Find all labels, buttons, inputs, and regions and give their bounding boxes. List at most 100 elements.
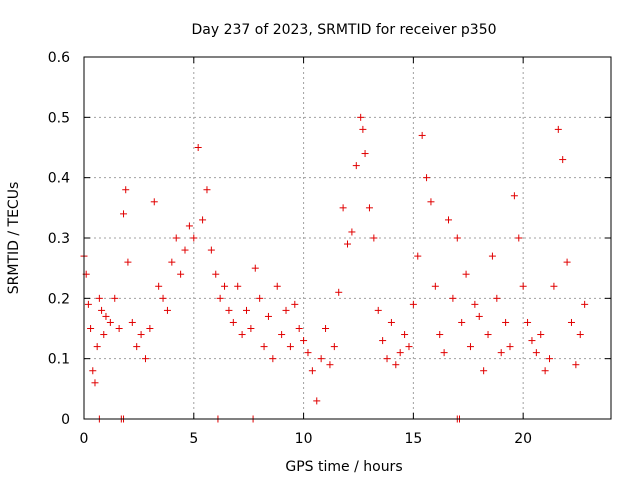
data-point <box>485 331 492 338</box>
x-tick-label: 0 <box>80 431 89 447</box>
y-tick-label: 0.6 <box>48 50 70 66</box>
axis-ticks: 0 5 10 15 20 0 0.1 0.2 0.3 0.4 0.5 0.6 <box>48 50 611 447</box>
data-point <box>384 355 391 362</box>
y-tick-label: 0.3 <box>48 231 70 247</box>
y-axis-title: SRMTID / TECUs <box>6 182 22 295</box>
data-point <box>225 307 232 314</box>
data-point <box>463 271 470 278</box>
data-point <box>300 337 307 344</box>
data-point <box>405 343 412 350</box>
data-point <box>335 289 342 296</box>
data-point <box>146 325 153 332</box>
scatter-chart: 0 5 10 15 2000.10.20.30.40.50.6 Day 237 of 2… <box>0 0 640 480</box>
data-point <box>410 301 417 308</box>
x-tick-label: 20 <box>514 431 532 447</box>
data-point <box>313 397 320 404</box>
data-point <box>436 331 443 338</box>
data-point <box>296 325 303 332</box>
data-point <box>190 235 197 242</box>
data-point <box>177 271 184 278</box>
data-point <box>138 331 145 338</box>
y-tick-label: 0 <box>61 412 70 428</box>
data-point <box>515 235 522 242</box>
grid-lines <box>84 57 611 419</box>
data-point <box>318 355 325 362</box>
data-point <box>471 301 478 308</box>
data-point <box>91 379 98 386</box>
data-point <box>85 301 92 308</box>
data-point <box>182 247 189 254</box>
data-point <box>357 114 364 121</box>
data-point <box>353 162 360 169</box>
data-point <box>340 204 347 211</box>
data-point <box>359 126 366 133</box>
y-tick-label: 0.2 <box>48 291 70 307</box>
data-point <box>274 283 281 290</box>
data-point <box>397 349 404 356</box>
data-point <box>559 156 566 163</box>
data-point <box>252 265 259 272</box>
data-point <box>348 228 355 235</box>
data-point <box>186 222 193 229</box>
data-point <box>550 283 557 290</box>
data-point <box>533 349 540 356</box>
data-point <box>107 319 114 326</box>
data-point <box>160 295 167 302</box>
data-point <box>203 186 210 193</box>
data-points <box>81 114 589 423</box>
data-point <box>375 307 382 314</box>
data-point <box>546 355 553 362</box>
data-point <box>467 343 474 350</box>
data-point <box>441 349 448 356</box>
data-point <box>269 355 276 362</box>
data-point <box>476 313 483 320</box>
data-point <box>419 132 426 139</box>
data-point <box>542 367 549 374</box>
data-point <box>243 307 250 314</box>
data-point <box>94 343 101 350</box>
data-point <box>247 325 254 332</box>
data-point <box>122 186 129 193</box>
data-point <box>493 295 500 302</box>
data-point <box>96 295 103 302</box>
plot-frame <box>84 57 611 419</box>
data-point <box>142 355 149 362</box>
data-point <box>423 174 430 181</box>
data-point <box>173 235 180 242</box>
data-point <box>502 319 509 326</box>
data-point <box>98 307 105 314</box>
data-point <box>568 319 575 326</box>
data-point <box>304 349 311 356</box>
data-point <box>256 295 263 302</box>
data-point <box>370 235 377 242</box>
data-point <box>102 313 109 320</box>
data-point <box>344 241 351 248</box>
data-point <box>309 367 316 374</box>
data-point <box>511 192 518 199</box>
data-point <box>366 204 373 211</box>
data-point <box>124 259 131 266</box>
y-tick-label: 0.4 <box>48 171 70 187</box>
data-point <box>230 319 237 326</box>
x-tick-label: 15 <box>404 431 422 447</box>
data-point <box>427 198 434 205</box>
data-point <box>217 295 224 302</box>
data-point <box>291 301 298 308</box>
x-axis-title: GPS time / hours <box>285 459 402 475</box>
data-point <box>89 367 96 374</box>
data-point <box>120 210 127 217</box>
data-point <box>581 301 588 308</box>
data-point <box>164 307 171 314</box>
x-tick-label: 10 <box>295 431 313 447</box>
data-point <box>520 283 527 290</box>
data-point <box>326 361 333 368</box>
data-point <box>168 259 175 266</box>
data-point <box>129 319 136 326</box>
data-point <box>221 283 228 290</box>
data-point <box>577 331 584 338</box>
data-point <box>133 343 140 350</box>
data-point <box>489 253 496 260</box>
data-point <box>524 319 531 326</box>
data-point <box>528 337 535 344</box>
data-point <box>458 319 465 326</box>
